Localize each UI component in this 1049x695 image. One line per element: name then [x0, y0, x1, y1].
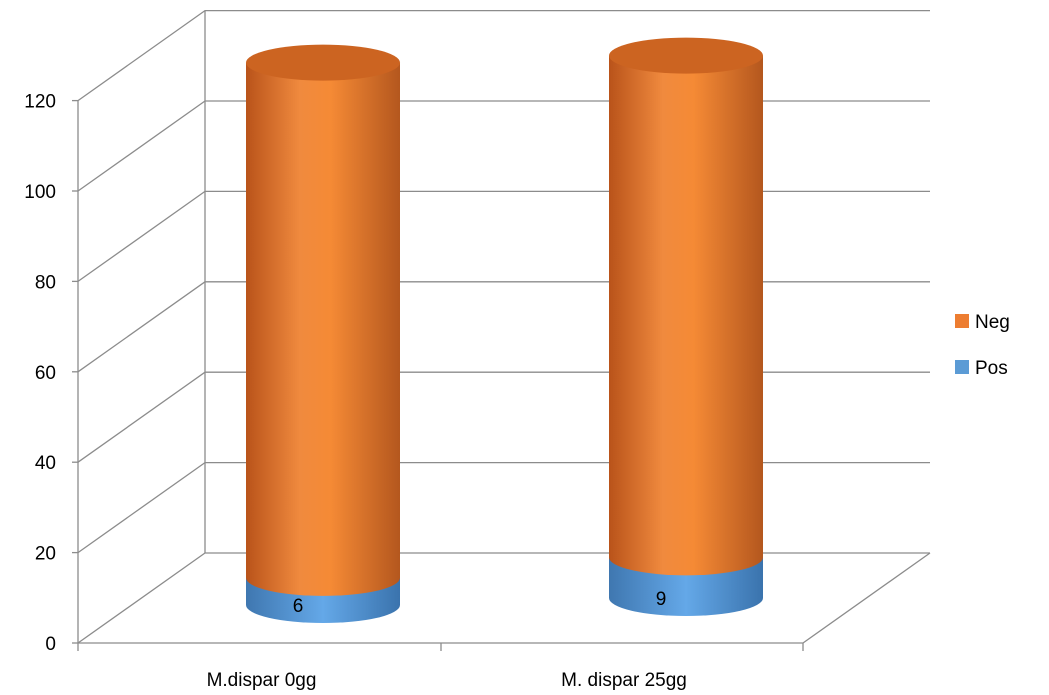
y-tick-label: 60: [35, 363, 56, 384]
gridline: [77, 371, 930, 463]
y-tick-label: 20: [35, 544, 56, 565]
gridline: [77, 461, 930, 554]
x-axis-category-labels: M.dispar 0gg M. dispar 25gg: [207, 670, 687, 691]
gridline: [77, 100, 930, 192]
gridlines: [77, 9, 930, 644]
bar-neg: [609, 55, 763, 576]
legend-label: Neg: [975, 312, 1010, 333]
legend-swatch: [955, 360, 969, 374]
gridline: [77, 190, 930, 282]
x-category-label: M.dispar 0gg: [207, 670, 317, 691]
y-tick-label: 40: [35, 453, 56, 474]
bar-neg-top: [609, 37, 763, 74]
x-category-label: M. dispar 25gg: [561, 670, 687, 691]
y-tick-label: 120: [24, 92, 56, 113]
gridline: [77, 281, 930, 373]
y-tick-label: 80: [35, 272, 56, 293]
legend-swatch: [955, 314, 969, 328]
y-axis-tick-labels: 0 20 40 60 80 100 120: [24, 92, 56, 655]
gridline: [77, 9, 930, 102]
data-label: 9: [656, 589, 667, 610]
legend-label: Pos: [975, 358, 1008, 379]
gridline: [77, 552, 930, 644]
data-label: 6: [293, 596, 304, 617]
bar-neg: [246, 62, 400, 596]
floor-edge: [78, 552, 931, 644]
y-tick-label: 0: [45, 634, 56, 655]
y-tick-label: 100: [24, 182, 56, 203]
bar-neg-top: [246, 44, 400, 81]
axes: [72, 10, 931, 651]
legend: Neg Pos: [955, 312, 1010, 379]
